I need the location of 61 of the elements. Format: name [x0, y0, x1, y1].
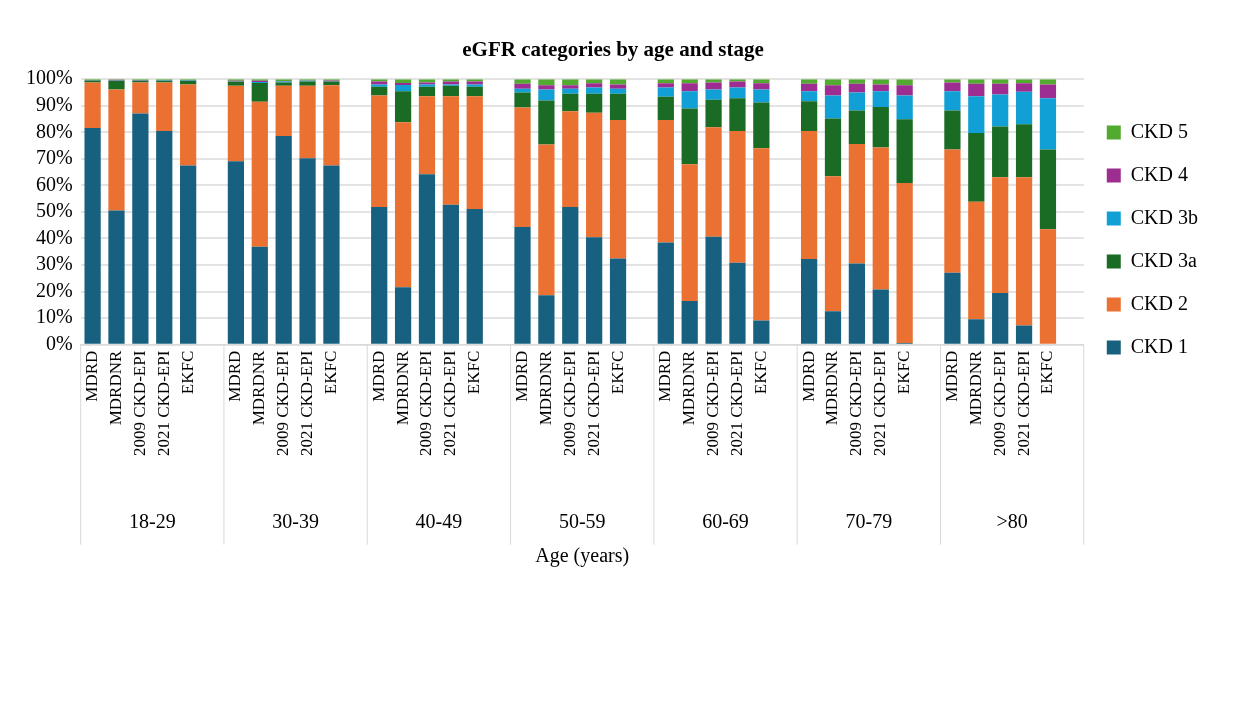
y-tick-label: 40%: [35, 225, 73, 248]
x-tick-label: MDRD: [82, 350, 102, 402]
x-tick-label: EKFC: [320, 350, 340, 395]
chart-title: eGFR categories by age and stage: [462, 37, 764, 62]
text: 70-79: [845, 509, 893, 532]
text: 50-59: [558, 509, 606, 532]
x-tick-label: 2009 CKD-EPI: [846, 350, 866, 457]
y-tick-label: 10%: [35, 305, 73, 328]
x-tick-label: MDRD: [225, 350, 245, 402]
legend-label: CKD 1: [1130, 334, 1189, 357]
x-tick-label: MDRD: [511, 350, 531, 402]
text: 60-69: [702, 509, 749, 532]
x-tick-label: MDRDNR: [249, 350, 269, 426]
y-tick-label: 70%: [35, 146, 73, 169]
y-tick-label: 60%: [35, 172, 73, 195]
y-tick-label: 30%: [35, 252, 73, 275]
x-tick-label: 2009 CKD-EPI: [416, 350, 436, 457]
x-tick-label: MDRD: [798, 350, 818, 402]
x-tick-label: MDRD: [368, 350, 388, 402]
x-tick-label: EKFC: [1037, 350, 1057, 395]
x-tick-label: 2009 CKD-EPI: [273, 350, 293, 457]
legend-label: CKD 3a: [1130, 248, 1197, 271]
y-tick-label: 20%: [35, 278, 73, 301]
text: >80: [996, 509, 1028, 532]
x-tick-label: MDRD: [941, 350, 961, 402]
x-tick-label: 2009 CKD-EPI: [989, 350, 1009, 457]
x-tick-label: EKFC: [464, 350, 484, 395]
x-tick-label: MDRDNR: [535, 350, 555, 426]
x-tick-label: MDRDNR: [679, 350, 699, 426]
y-tick-label: 80%: [35, 119, 73, 142]
x-tick-label: MDRDNR: [105, 350, 125, 426]
legend-label: CKD 3b: [1130, 205, 1199, 228]
x-tick-label: 2021 CKD-EPI: [440, 350, 460, 457]
legend-label: CKD 5: [1130, 119, 1189, 142]
x-tick-label: 2009 CKD-EPI: [703, 350, 723, 457]
x-tick-label: 2021 CKD-EPI: [1013, 350, 1033, 457]
text: 30-39: [272, 509, 319, 532]
x-tick-label: EKFC: [750, 350, 770, 395]
legend-label: CKD 2: [1130, 291, 1189, 314]
x-tick-label: MDRD: [655, 350, 675, 402]
x-tick-label: MDRDNR: [392, 350, 412, 426]
x-tick-label: 2021 CKD-EPI: [153, 350, 173, 457]
x-tick-label: 2021 CKD-EPI: [583, 350, 603, 457]
y-tick-label: 90%: [35, 93, 73, 115]
x-tick-label: MDRDNR: [965, 350, 985, 426]
y-tick-label: 100%: [25, 66, 73, 89]
y-tick-label: 0%: [45, 331, 73, 354]
x-tick-label: 2021 CKD-EPI: [726, 350, 746, 457]
x-axis-title: Age (years): [535, 543, 630, 567]
x-tick-label: EKFC: [607, 350, 627, 395]
legend-label: CKD 4: [1130, 162, 1189, 185]
text: 18-29: [128, 509, 176, 532]
y-tick-label: 50%: [35, 199, 73, 222]
x-tick-label: EKFC: [894, 350, 914, 395]
x-tick-label: 2021 CKD-EPI: [870, 350, 890, 457]
x-tick-label: MDRDNR: [822, 350, 842, 426]
x-tick-label: EKFC: [177, 350, 197, 395]
x-tick-label: 2021 CKD-EPI: [297, 350, 317, 457]
text: 40-49: [415, 509, 463, 532]
x-tick-label: 2009 CKD-EPI: [559, 350, 579, 457]
x-tick-label: 2009 CKD-EPI: [129, 350, 149, 457]
